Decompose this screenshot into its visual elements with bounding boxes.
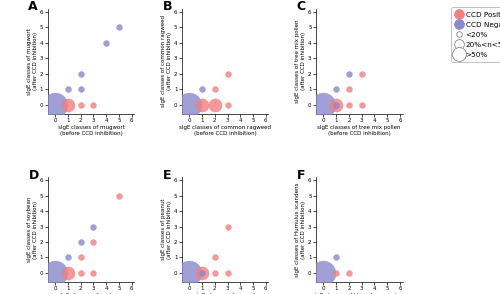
Point bbox=[345, 102, 353, 107]
Point bbox=[198, 87, 206, 92]
Point bbox=[358, 102, 366, 107]
Point bbox=[332, 102, 340, 107]
Point bbox=[332, 255, 340, 260]
Legend: CCD Positive, CCD Negative, <20%, 20%<n<50%, >50%: CCD Positive, CCD Negative, <20%, 20%<n<… bbox=[451, 7, 500, 62]
Point bbox=[90, 102, 98, 107]
Point bbox=[76, 102, 84, 107]
Point bbox=[76, 240, 84, 244]
Point bbox=[51, 270, 59, 275]
Point bbox=[345, 87, 353, 92]
Point bbox=[198, 270, 206, 275]
Point bbox=[211, 102, 219, 107]
Point bbox=[102, 41, 110, 45]
Point bbox=[320, 270, 328, 275]
Point bbox=[198, 270, 206, 275]
Y-axis label: sIgE classes of mugwort
(after CCD inhibition): sIgE classes of mugwort (after CCD inhib… bbox=[27, 28, 38, 95]
Point bbox=[211, 87, 219, 92]
Point bbox=[224, 270, 232, 275]
Text: C: C bbox=[296, 0, 306, 14]
Y-axis label: sIgE classes of Humulus scandens
(after CCD inhibition): sIgE classes of Humulus scandens (after … bbox=[295, 183, 306, 277]
Point bbox=[345, 71, 353, 76]
Point bbox=[332, 87, 340, 92]
Point bbox=[332, 270, 340, 275]
Text: D: D bbox=[28, 169, 38, 182]
Point bbox=[90, 270, 98, 275]
Text: B: B bbox=[162, 0, 172, 14]
Text: A: A bbox=[28, 0, 38, 14]
Point bbox=[90, 224, 98, 229]
Point bbox=[320, 102, 328, 107]
Point bbox=[90, 240, 98, 244]
Point bbox=[211, 270, 219, 275]
Point bbox=[186, 270, 194, 275]
Point bbox=[76, 71, 84, 76]
Point bbox=[51, 102, 59, 107]
Point bbox=[76, 255, 84, 260]
Point bbox=[64, 87, 72, 92]
Point bbox=[64, 270, 72, 275]
X-axis label: sIgE classes of common ragweed
(before CCD inhibition): sIgE classes of common ragweed (before C… bbox=[179, 125, 271, 136]
Y-axis label: sIgE classes of tree mix pollen
(after CCD inhibition): sIgE classes of tree mix pollen (after C… bbox=[295, 20, 306, 103]
Point bbox=[64, 102, 72, 107]
X-axis label: sIgE classes of mugwort
(before CCD inhibition): sIgE classes of mugwort (before CCD inhi… bbox=[58, 125, 124, 136]
Point bbox=[345, 270, 353, 275]
X-axis label: sIgE classes of tree mix pollen
(before CCD inhibition): sIgE classes of tree mix pollen (before … bbox=[318, 125, 401, 136]
Y-axis label: sIgE classes of common ragweed
(after CCD inhibition): sIgE classes of common ragweed (after CC… bbox=[161, 15, 172, 107]
Point bbox=[224, 71, 232, 76]
Point bbox=[115, 193, 123, 198]
Point bbox=[224, 102, 232, 107]
Point bbox=[198, 102, 206, 107]
Point bbox=[224, 224, 232, 229]
Point bbox=[76, 87, 84, 92]
Point bbox=[358, 71, 366, 76]
Y-axis label: sIgE classes of peanut
(after CCD inhibition): sIgE classes of peanut (after CCD inhibi… bbox=[161, 199, 172, 260]
X-axis label: sIgE classes of peanut
(before CCD inhibition): sIgE classes of peanut (before CCD inhib… bbox=[194, 293, 256, 294]
Point bbox=[186, 102, 194, 107]
X-axis label: sIgE classes of soybean
(before CCD inhibition): sIgE classes of soybean (before CCD inhi… bbox=[58, 293, 124, 294]
Text: F: F bbox=[296, 169, 305, 182]
Point bbox=[64, 255, 72, 260]
Point bbox=[211, 255, 219, 260]
X-axis label: sIgE classes of Humulus scandens
(before CCD inhibition): sIgE classes of Humulus scandens (before… bbox=[312, 293, 406, 294]
Point bbox=[76, 270, 84, 275]
Point bbox=[332, 102, 340, 107]
Text: E: E bbox=[162, 169, 171, 182]
Y-axis label: sIgE classes of soybean
(after CCD inhibition): sIgE classes of soybean (after CCD inhib… bbox=[27, 197, 38, 262]
Point bbox=[115, 25, 123, 30]
